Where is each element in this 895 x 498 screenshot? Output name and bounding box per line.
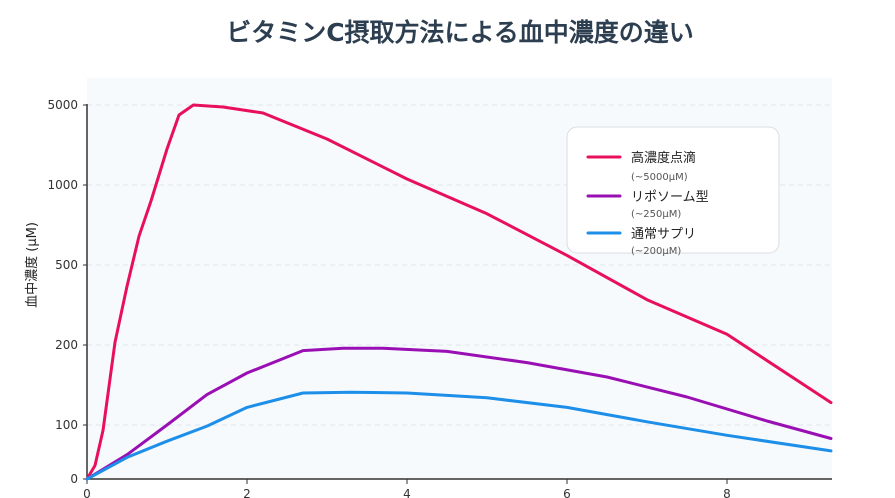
legend-label: 高濃度点滴 (631, 150, 696, 166)
legend-note: (~250μM) (631, 209, 681, 220)
axes (86, 104, 832, 480)
gridlines (87, 104, 832, 426)
tick-labels: 0 100 200 500 1000 5000 0 2 4 6 8 (47, 98, 730, 498)
y-tick-label: 1000 (47, 178, 78, 192)
y-tick-label: 200 (55, 338, 78, 352)
x-tick-label: 6 (563, 487, 571, 498)
x-tick-label: 2 (243, 487, 251, 498)
x-tick-label: 0 (83, 487, 91, 498)
y-tick-label: 5000 (47, 98, 78, 112)
legend-label: 通常サプリ (631, 227, 696, 242)
series-lines (85, 103, 833, 481)
y-axis-label: 血中濃度 (μM) (24, 222, 40, 308)
series-line-2 (85, 346, 833, 481)
legend-note: (~5000μM) (631, 172, 688, 183)
chart-title: ビタミンC摂取方法による血中濃度の違い (226, 18, 694, 47)
series-line-1 (85, 103, 833, 481)
legend-note: (~200μM) (631, 246, 681, 257)
y-tick-label: 100 (55, 418, 78, 432)
series-line-3 (85, 390, 833, 481)
legend-label: リポソーム型 (631, 190, 709, 205)
y-tick-label: 0 (70, 472, 78, 486)
x-tick-label: 8 (723, 487, 731, 498)
legend: 高濃度点滴 (~5000μM) リポソーム型 (~250μM) 通常サプリ (~200μM… (566, 126, 780, 257)
y-tick-label: 500 (55, 258, 78, 272)
x-tick-label: 4 (403, 487, 411, 498)
